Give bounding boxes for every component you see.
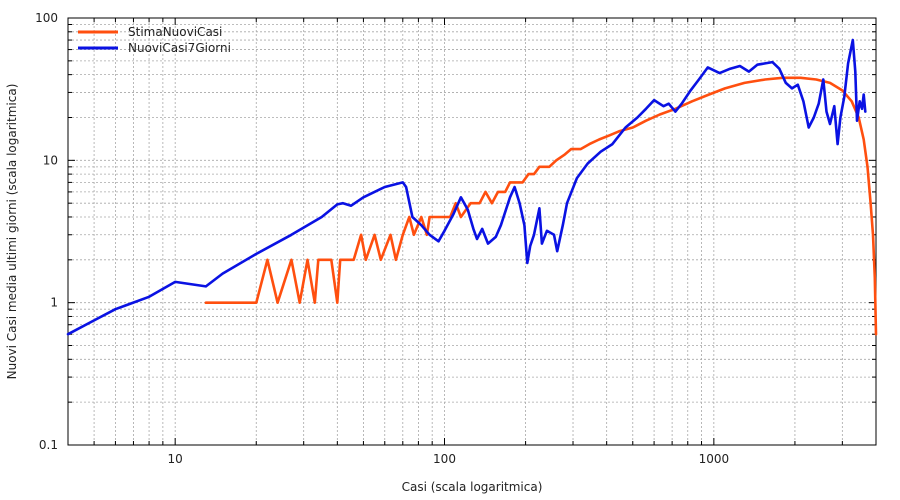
- plot-frame: [67, 17, 877, 446]
- series-line-NuoviCasi7Giorni: [66, 38, 867, 336]
- x-tick-label: 10: [168, 452, 183, 466]
- ticks: 10 100 1000 0.1 1 10 100: [35, 11, 877, 466]
- x-tick-label: 100: [433, 452, 456, 466]
- x-axis-label: Casi (scala logaritmica): [402, 480, 543, 494]
- series-line-StimaNuoviCasi: [204, 76, 878, 336]
- legend: StimaNuoviCasi NuoviCasi7Giorni: [78, 25, 231, 55]
- y-axis-label: Nuovi Casi media ultimi giorni (scala lo…: [5, 84, 19, 380]
- y-tick-label: 10: [43, 153, 58, 167]
- y-tick-label: 0.1: [39, 438, 58, 452]
- legend-label: StimaNuoviCasi: [128, 25, 222, 39]
- y-tick-label: 1: [50, 296, 58, 310]
- y-tick-label: 100: [35, 11, 58, 25]
- series-layer: [66, 38, 878, 336]
- x-tick-label: 1000: [699, 452, 730, 466]
- legend-label: NuoviCasi7Giorni: [128, 41, 231, 55]
